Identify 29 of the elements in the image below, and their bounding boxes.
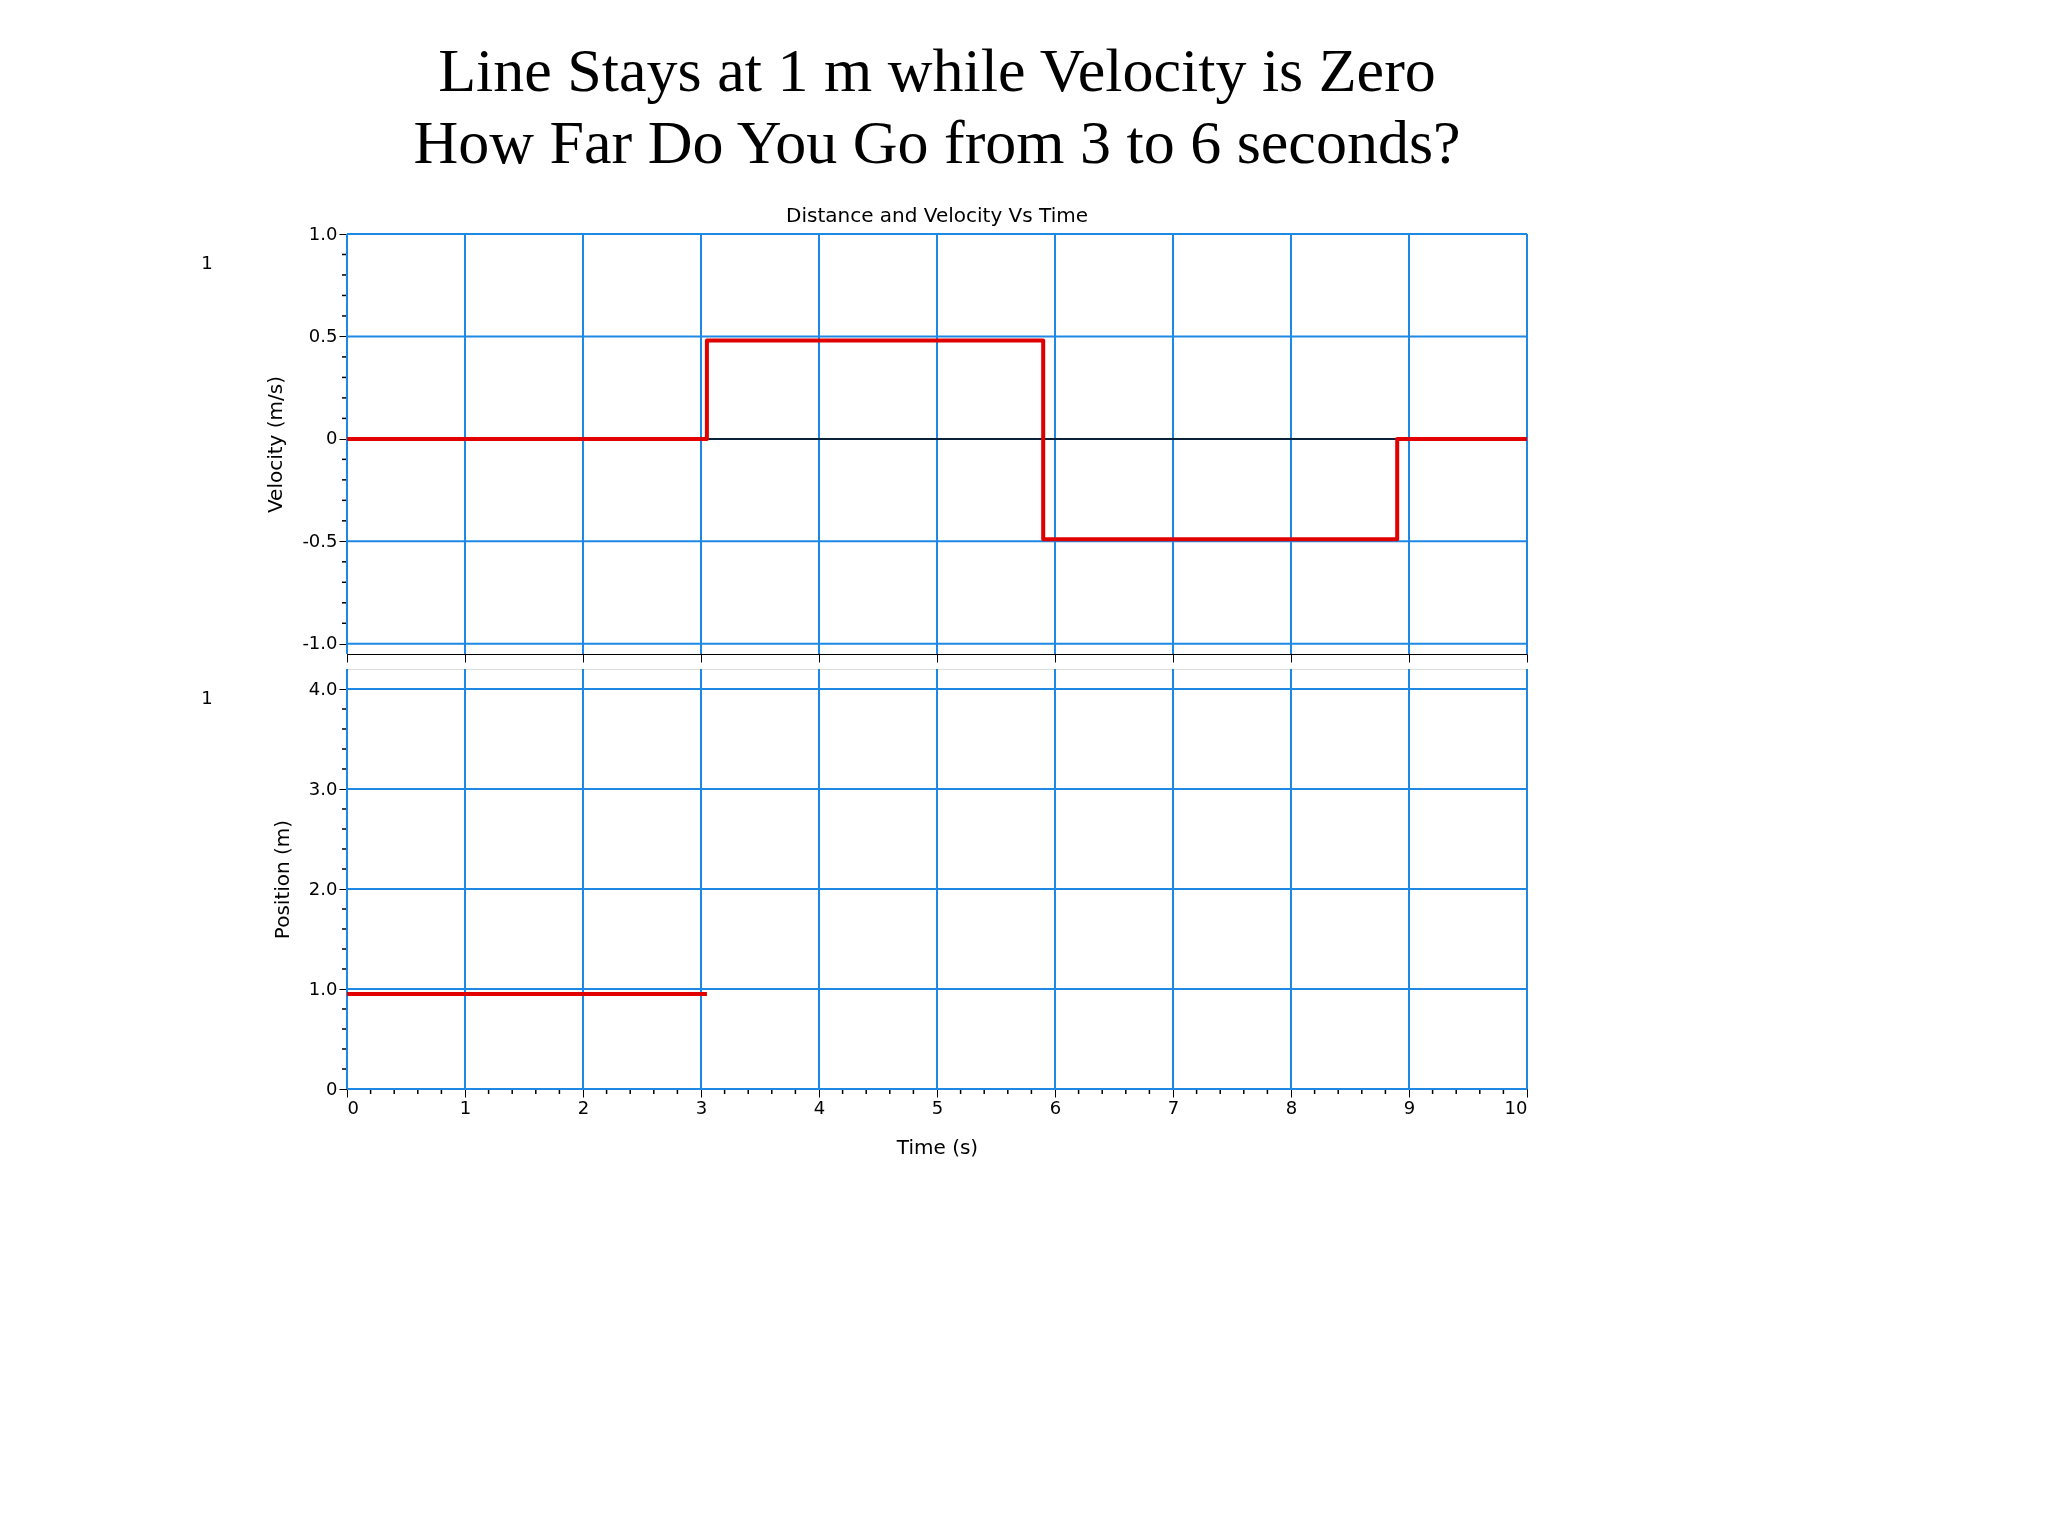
x-tick-label: 8 bbox=[1285, 1096, 1298, 1118]
text: 1 bbox=[201, 687, 213, 708]
y-axis-title: Velocity (m/s) bbox=[263, 375, 288, 514]
y-tick-label: 1.0 bbox=[308, 222, 338, 244]
x-tick-label: 2 bbox=[577, 1096, 590, 1118]
y-tick-label: -1.0 bbox=[302, 632, 338, 654]
y-tick-label: 4.0 bbox=[308, 677, 338, 699]
text: Distance and Velocity Vs Time bbox=[785, 203, 1089, 227]
y-tick-label: 3.0 bbox=[308, 777, 338, 799]
y-tick-label: 0 bbox=[326, 1077, 338, 1099]
x-tick-label: 9 bbox=[1403, 1096, 1416, 1118]
x-tick-label: 0 bbox=[347, 1096, 359, 1118]
x-axis-title: Time (s) bbox=[895, 1134, 979, 1159]
y-tick-label: 0.5 bbox=[308, 324, 338, 346]
text: 1 bbox=[201, 252, 213, 273]
y-tick-label: -0.5 bbox=[302, 529, 338, 551]
y-tick-label: 0 bbox=[326, 427, 338, 449]
x-tick-label: 5 bbox=[931, 1096, 944, 1118]
y-tick-label: 2.0 bbox=[308, 877, 338, 899]
y-tick-label: 1.0 bbox=[308, 977, 338, 999]
chart-title: Line Stays at 1 m while Velocity is Zero bbox=[438, 36, 1436, 104]
x-tick-label: 1 bbox=[459, 1096, 472, 1118]
x-tick-label: 10 bbox=[1504, 1096, 1528, 1118]
x-tick-label: 6 bbox=[1049, 1096, 1062, 1118]
x-tick-label: 4 bbox=[813, 1096, 826, 1118]
y-axis-title: Position (m) bbox=[269, 819, 294, 940]
x-tick-label: 7 bbox=[1167, 1096, 1180, 1118]
x-tick-label: 3 bbox=[695, 1096, 708, 1118]
chart-subtitle: How Far Do You Go from 3 to 6 seconds? bbox=[413, 108, 1461, 176]
